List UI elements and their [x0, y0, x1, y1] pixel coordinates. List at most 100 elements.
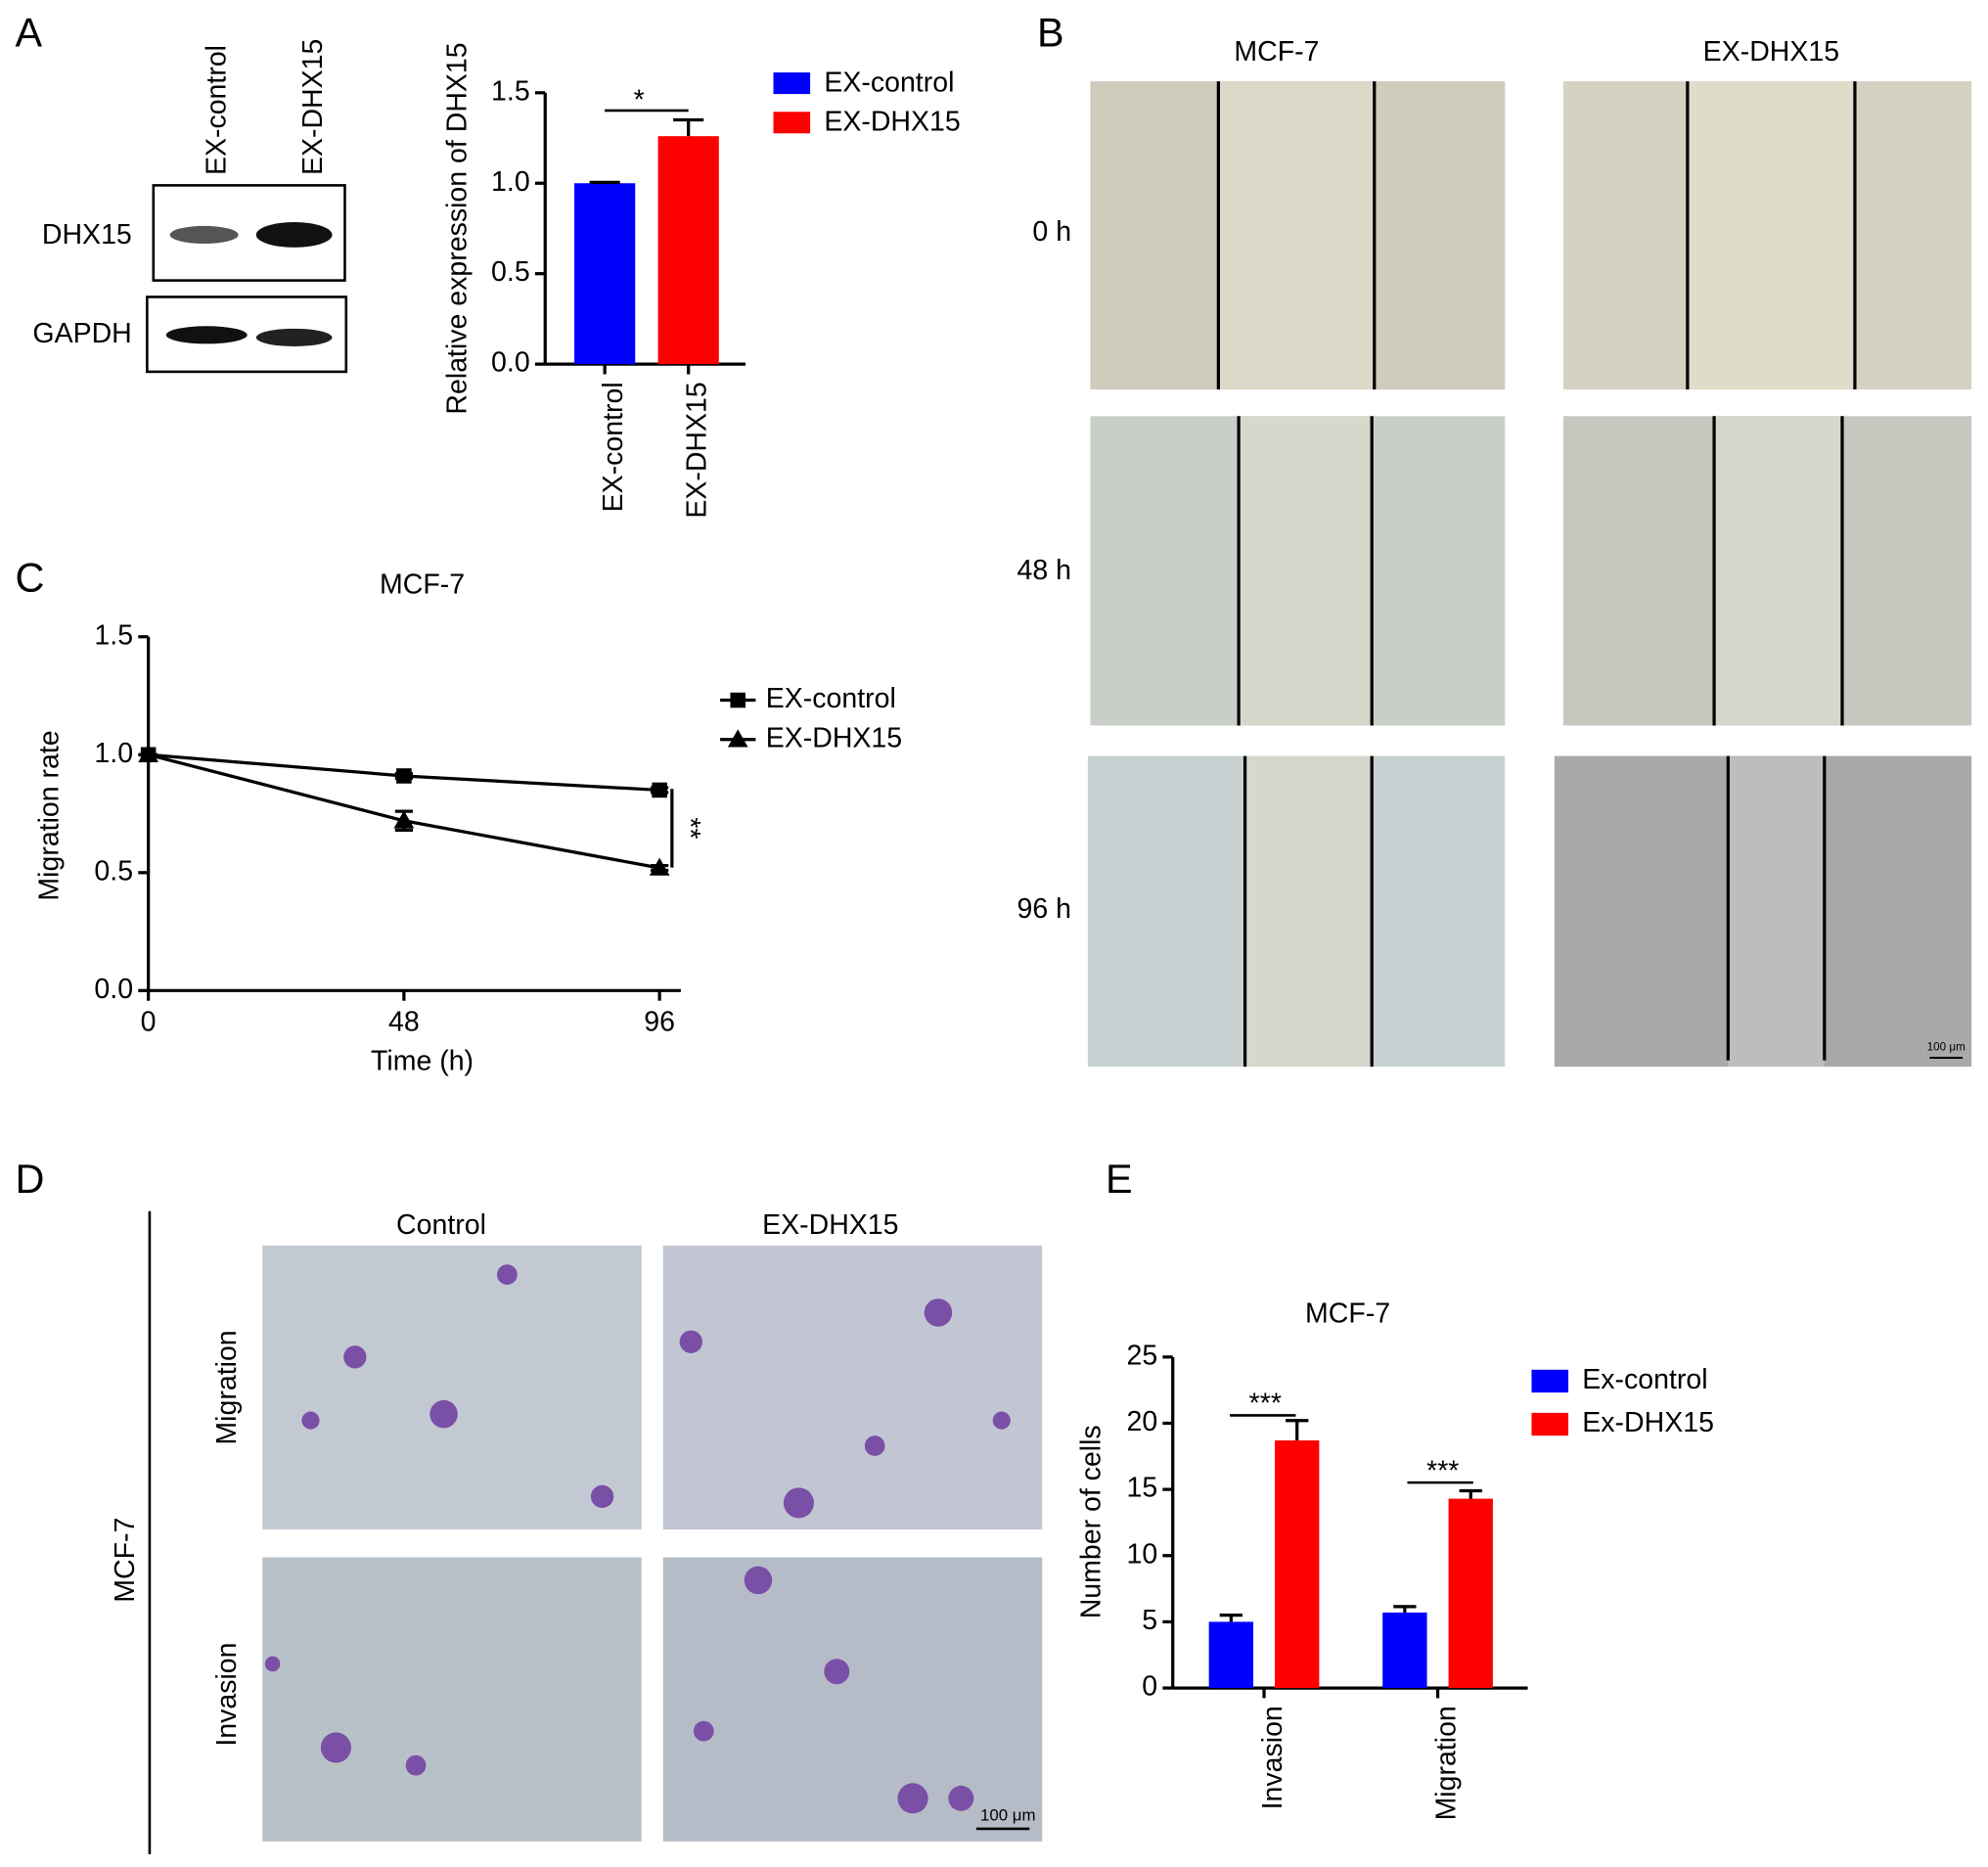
- y-tick-label: 5: [1142, 1605, 1157, 1636]
- marker-triangle: [649, 857, 670, 876]
- blot-band: [169, 225, 239, 245]
- wound-gap: [1728, 755, 1825, 1068]
- chart-title: MCF-7: [1305, 1298, 1390, 1330]
- y-tick-label: 1.0: [94, 738, 133, 769]
- bar: [1275, 1440, 1320, 1689]
- panel-letter: B: [1037, 9, 1064, 55]
- row-label: Migration: [211, 1330, 243, 1444]
- micrograph: [662, 1557, 1043, 1842]
- column-label: EX-DHX15: [1703, 36, 1839, 68]
- legend-label: EX-control: [766, 683, 896, 714]
- row-label: Invasion: [211, 1642, 243, 1746]
- y-tick-label: 0.5: [94, 855, 133, 887]
- cell: [429, 1399, 458, 1429]
- legend-label: EX-DHX15: [766, 722, 902, 753]
- wound-gap: [1687, 81, 1855, 390]
- micrograph: [262, 1557, 642, 1842]
- bar: [574, 183, 636, 365]
- y-axis-label: Migration rate: [33, 730, 65, 900]
- cell: [693, 1720, 714, 1742]
- y-tick-label: 0.0: [491, 347, 530, 379]
- wound-gap: [1239, 416, 1373, 726]
- y-tick-label: 0: [1142, 1671, 1157, 1703]
- legend-marker: [730, 692, 746, 708]
- cell: [405, 1754, 427, 1776]
- legend-label: EX-DHX15: [824, 106, 960, 137]
- column-label: Control: [396, 1209, 486, 1241]
- y-tick-label: 1.5: [491, 75, 530, 107]
- cell: [897, 1783, 928, 1814]
- blot-band: [255, 328, 333, 346]
- cell-line-label: MCF-7: [110, 1518, 141, 1603]
- cell: [824, 1659, 850, 1685]
- y-tick-label: 0.5: [491, 256, 530, 288]
- row-label: 96 h: [1017, 893, 1071, 925]
- legend-label: EX-control: [824, 67, 954, 98]
- blot-lane-label: EX-control: [201, 45, 232, 175]
- x-tick-label: 48: [388, 1007, 420, 1038]
- y-tick-label: 1.0: [491, 166, 530, 198]
- bar: [657, 136, 719, 365]
- bar: [1382, 1612, 1427, 1689]
- cell: [744, 1566, 773, 1595]
- y-tick-label: 0.0: [94, 974, 133, 1005]
- significance-label: **: [674, 817, 705, 839]
- scale-bar-label: 100 μm: [1927, 1041, 1965, 1054]
- x-tick-label: Migration: [1430, 1706, 1462, 1820]
- x-tick-label: Invasion: [1257, 1706, 1288, 1809]
- blot-lane-label: EX-DHX15: [297, 39, 329, 175]
- legend-label: Ex-DHX15: [1582, 1407, 1714, 1438]
- cell: [948, 1785, 974, 1811]
- cell: [924, 1298, 953, 1327]
- y-axis-label: Relative expression of DHX15: [442, 42, 474, 414]
- x-axis-label: Time (h): [371, 1046, 474, 1077]
- legend-swatch: [1531, 1369, 1569, 1393]
- wound-gap: [1218, 81, 1375, 390]
- panel-letter: E: [1106, 1156, 1133, 1202]
- stained-cells: [264, 1264, 1011, 1814]
- scale-bar-label: 100 μm: [980, 1805, 1035, 1824]
- blot-band-label: GAPDH: [32, 318, 131, 349]
- blot-band-label: DHX15: [42, 219, 132, 250]
- panel-letter: C: [16, 555, 45, 601]
- cell: [497, 1264, 518, 1285]
- x-tick-label: 0: [141, 1007, 157, 1038]
- y-tick-label: 1.5: [94, 619, 133, 651]
- y-tick-label: 10: [1126, 1538, 1157, 1570]
- y-tick-label: 25: [1126, 1340, 1157, 1371]
- legend-swatch: [1531, 1412, 1569, 1436]
- x-tick-label: EX-control: [598, 382, 629, 512]
- cell: [679, 1330, 702, 1353]
- x-tick-label: 96: [644, 1007, 675, 1038]
- cell: [264, 1656, 281, 1672]
- wound-gap: [1714, 416, 1842, 726]
- chart-title: MCF-7: [380, 569, 465, 600]
- significance-label: *: [634, 84, 645, 115]
- y-tick-label: 15: [1126, 1473, 1157, 1504]
- cell: [301, 1411, 320, 1430]
- legend-swatch: [773, 112, 811, 134]
- wound-gap: [1244, 755, 1373, 1068]
- micrograph: [262, 1245, 642, 1530]
- panel-letter: D: [16, 1156, 45, 1202]
- marker-triangle: [138, 744, 158, 763]
- cell: [320, 1732, 351, 1763]
- cell: [992, 1411, 1011, 1430]
- marker-square: [652, 782, 667, 798]
- y-axis-label: Number of cells: [1076, 1425, 1107, 1618]
- cell: [590, 1484, 614, 1509]
- row-label: 0 h: [1032, 216, 1071, 248]
- marker-square: [396, 768, 412, 784]
- column-label: MCF-7: [1234, 36, 1319, 68]
- legend-swatch: [773, 72, 811, 95]
- blot-band: [165, 326, 248, 344]
- legend-label: Ex-control: [1582, 1364, 1707, 1395]
- micrograph: [662, 1245, 1043, 1530]
- y-tick-label: 20: [1126, 1406, 1157, 1437]
- legend-marker: [727, 729, 748, 748]
- marker-triangle: [393, 810, 415, 829]
- wound-images: 100 μm: [1087, 81, 1972, 1068]
- x-tick-label: EX-DHX15: [682, 382, 713, 518]
